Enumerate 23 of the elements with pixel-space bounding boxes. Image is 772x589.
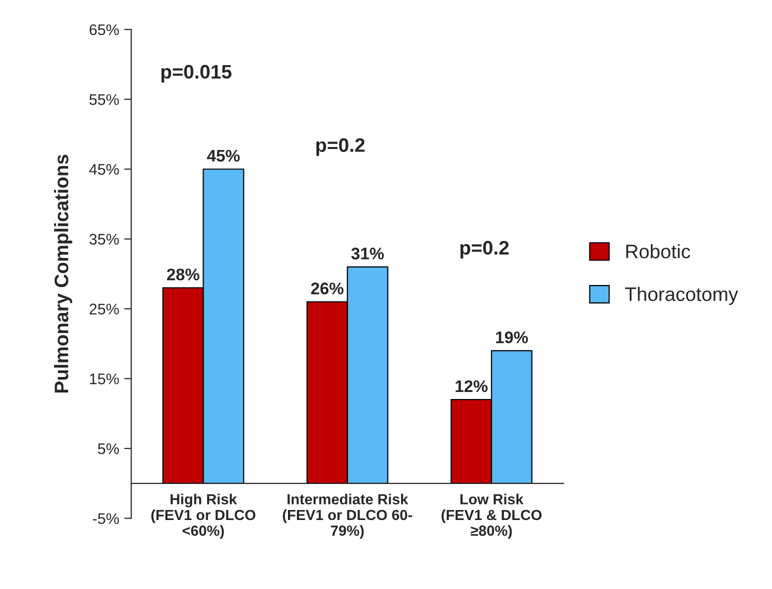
data-label: 12% xyxy=(456,380,488,392)
y-tick-label: -5% xyxy=(92,513,119,524)
annotation: p=0.2 xyxy=(460,240,509,259)
y-tick-label: 55% xyxy=(89,94,119,105)
y-tick-label: 25% xyxy=(90,304,119,314)
y-tick-label: 45% xyxy=(89,164,119,175)
x-tick-label: High Risk (FEV1 or DLCO <60%) xyxy=(151,494,256,539)
y-axis-title: Pulmonary Complications xyxy=(54,154,72,393)
legend-label: Thoracotomy xyxy=(625,286,738,305)
annotation: p=0.015 xyxy=(161,64,232,83)
y-tick-label: 65% xyxy=(90,24,119,36)
data-label: 31% xyxy=(351,248,384,260)
data-label: 26% xyxy=(311,282,344,294)
x-tick-label: Low Risk (FEV1 & DLCO ≥80%) xyxy=(442,494,542,539)
y-tick-label: 15% xyxy=(90,374,119,384)
y-tick-label: 35% xyxy=(89,234,119,245)
data-label: 45% xyxy=(207,150,240,162)
data-label: 28% xyxy=(167,268,200,280)
y-tick-label: 5% xyxy=(98,443,119,454)
x-tick-label: Intermediate Risk (FEV1 or DLCO 60- 79%) xyxy=(282,494,412,539)
legend-label: Robotic xyxy=(626,244,690,258)
annotation: p=0.2 xyxy=(316,138,365,156)
data-label: 19% xyxy=(496,331,528,344)
